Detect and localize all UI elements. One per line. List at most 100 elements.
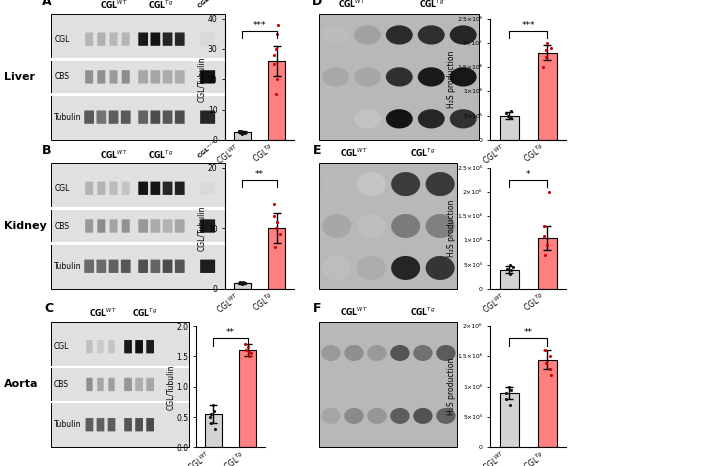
FancyBboxPatch shape — [163, 70, 173, 83]
Text: A: A — [42, 0, 52, 8]
Bar — [499, 116, 518, 140]
Text: ***: *** — [253, 21, 266, 29]
Point — [274, 231, 285, 238]
Bar — [51, 401, 189, 403]
Text: CGL$^{Tg}$: CGL$^{Tg}$ — [419, 0, 444, 10]
Ellipse shape — [356, 172, 386, 196]
Point — [237, 280, 249, 287]
Point — [272, 219, 283, 226]
FancyBboxPatch shape — [138, 260, 148, 273]
Ellipse shape — [417, 25, 445, 45]
Text: F: F — [312, 302, 321, 315]
FancyBboxPatch shape — [163, 33, 173, 46]
Point — [235, 130, 247, 137]
Point — [538, 232, 550, 240]
Ellipse shape — [354, 109, 381, 129]
FancyBboxPatch shape — [124, 340, 132, 353]
FancyBboxPatch shape — [97, 340, 104, 353]
FancyBboxPatch shape — [138, 33, 148, 46]
FancyBboxPatch shape — [85, 33, 93, 46]
Ellipse shape — [391, 345, 409, 361]
Point — [502, 112, 514, 119]
FancyBboxPatch shape — [200, 70, 215, 83]
Point — [505, 271, 516, 278]
Point — [245, 350, 257, 357]
FancyBboxPatch shape — [200, 219, 215, 233]
Point — [237, 278, 249, 285]
Point — [544, 365, 556, 372]
Text: CBS: CBS — [54, 380, 68, 389]
Point — [538, 63, 550, 71]
FancyBboxPatch shape — [85, 70, 93, 83]
Bar — [538, 238, 557, 289]
FancyBboxPatch shape — [97, 110, 106, 124]
Point — [541, 241, 552, 249]
Text: CGL$^{Tg}$: CGL$^{Tg}$ — [148, 0, 174, 12]
Text: CBS: CBS — [54, 221, 69, 231]
Point — [205, 411, 216, 418]
Point — [505, 386, 516, 393]
Bar — [499, 269, 518, 289]
FancyBboxPatch shape — [163, 110, 173, 124]
Point — [541, 39, 552, 47]
Bar — [51, 58, 225, 61]
FancyBboxPatch shape — [109, 260, 118, 273]
Ellipse shape — [391, 172, 420, 196]
FancyBboxPatch shape — [97, 260, 106, 273]
Point — [540, 54, 552, 61]
Point — [272, 30, 283, 38]
Point — [505, 266, 517, 273]
FancyBboxPatch shape — [163, 182, 173, 195]
Point — [268, 51, 280, 59]
Ellipse shape — [386, 109, 413, 129]
FancyBboxPatch shape — [85, 182, 93, 195]
Ellipse shape — [413, 408, 433, 424]
Point — [208, 407, 219, 415]
Y-axis label: H₂S production: H₂S production — [446, 50, 456, 108]
Point — [503, 383, 515, 391]
Text: C: C — [44, 302, 53, 315]
Point — [233, 127, 245, 135]
FancyBboxPatch shape — [84, 260, 94, 273]
Y-axis label: CGL/Tubulin: CGL/Tubulin — [197, 56, 206, 102]
Text: **: ** — [523, 328, 533, 337]
Point — [501, 395, 513, 403]
FancyBboxPatch shape — [150, 260, 160, 273]
Text: CGL: CGL — [54, 342, 69, 351]
Y-axis label: H₂S production: H₂S production — [446, 358, 456, 416]
FancyBboxPatch shape — [124, 378, 132, 391]
FancyBboxPatch shape — [135, 418, 143, 432]
Ellipse shape — [322, 345, 340, 361]
Ellipse shape — [425, 256, 454, 280]
FancyBboxPatch shape — [122, 182, 130, 195]
Text: CGL$^{-/-}$: CGL$^{-/-}$ — [195, 0, 220, 12]
FancyBboxPatch shape — [175, 70, 184, 83]
Ellipse shape — [413, 345, 433, 361]
FancyBboxPatch shape — [150, 182, 160, 195]
FancyBboxPatch shape — [124, 418, 132, 432]
FancyBboxPatch shape — [138, 70, 148, 83]
Text: CGL$^{-/-}$: CGL$^{-/-}$ — [195, 137, 220, 161]
FancyBboxPatch shape — [108, 378, 115, 391]
FancyBboxPatch shape — [110, 33, 118, 46]
Text: CGL$^{WT}$: CGL$^{WT}$ — [99, 0, 127, 12]
FancyBboxPatch shape — [110, 219, 118, 233]
Bar — [239, 350, 256, 447]
Point — [242, 344, 253, 351]
Ellipse shape — [417, 67, 445, 87]
Point — [543, 188, 555, 196]
FancyBboxPatch shape — [200, 110, 215, 124]
Ellipse shape — [356, 214, 386, 238]
FancyBboxPatch shape — [122, 219, 130, 233]
Point — [243, 353, 255, 360]
Point — [504, 401, 515, 409]
Point — [505, 114, 516, 122]
Ellipse shape — [356, 256, 386, 280]
Ellipse shape — [322, 109, 349, 129]
Ellipse shape — [354, 67, 381, 87]
Bar — [268, 228, 285, 289]
Point — [539, 347, 550, 354]
Ellipse shape — [436, 345, 455, 361]
Point — [545, 44, 557, 51]
FancyBboxPatch shape — [175, 110, 184, 124]
